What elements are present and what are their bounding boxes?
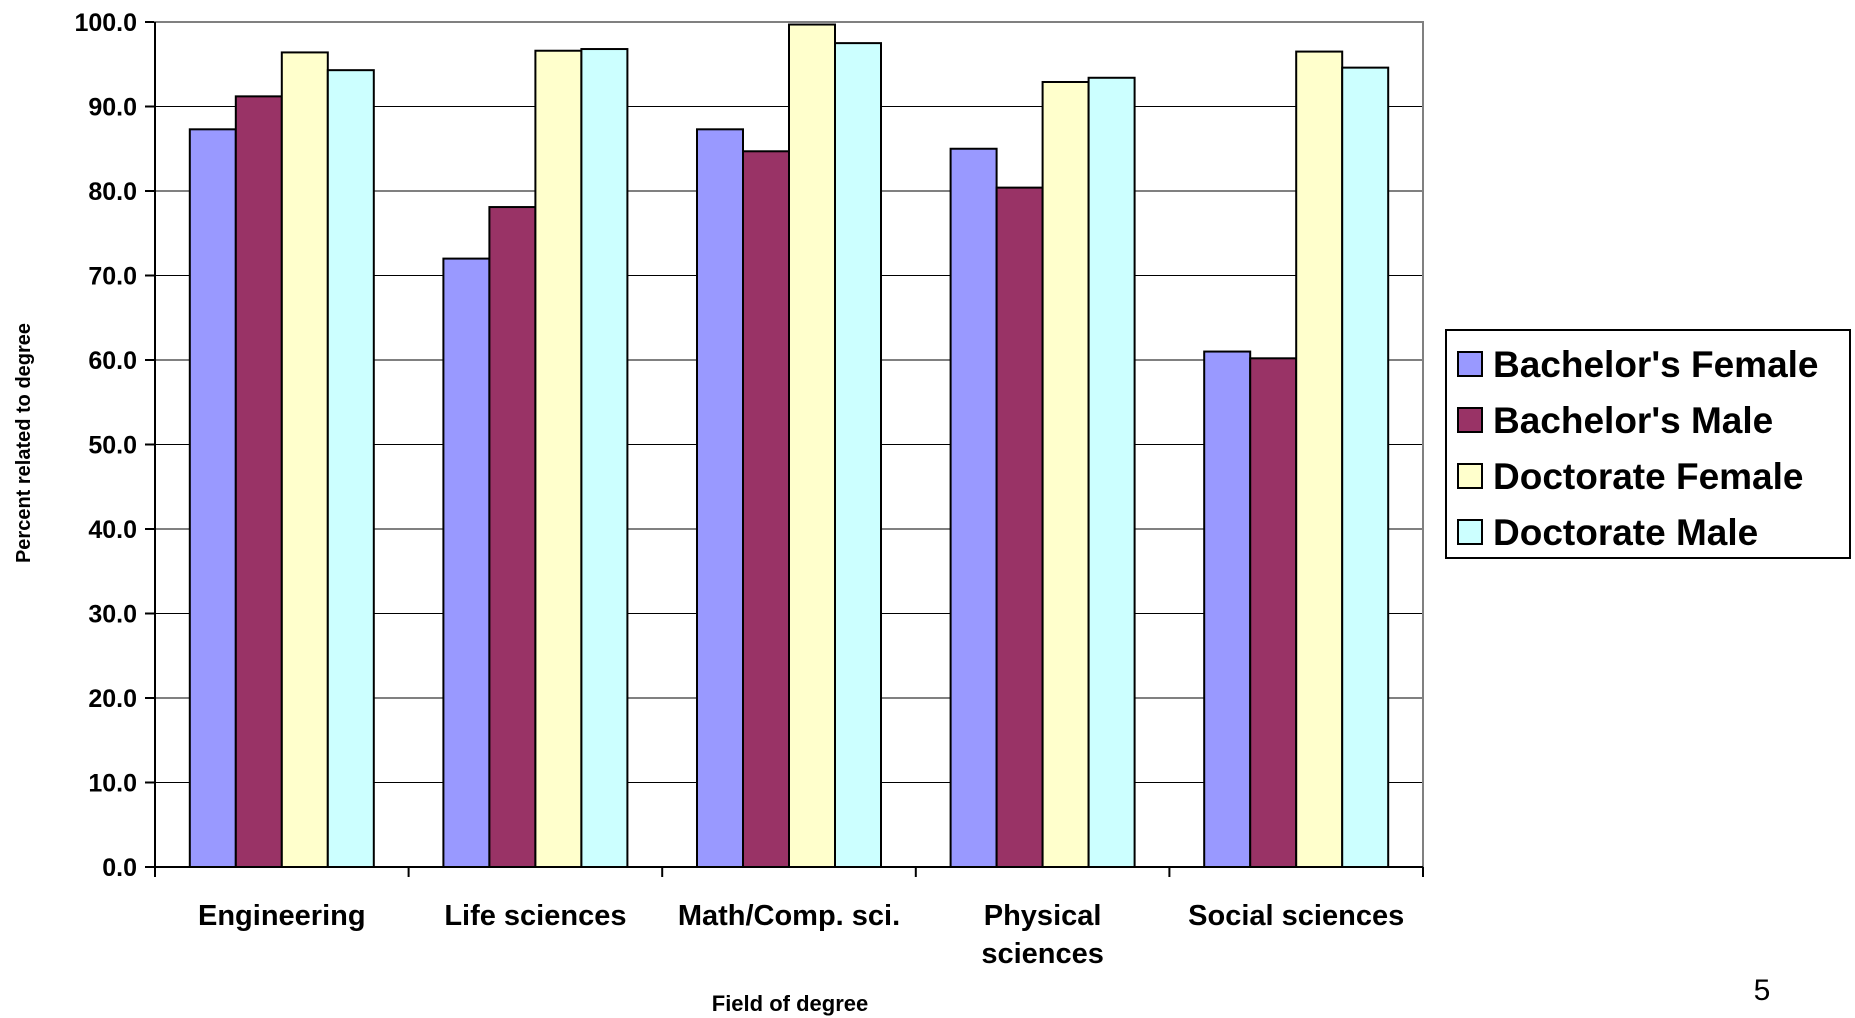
legend: Bachelor's Female Bachelor's Male Doctorat… bbox=[1445, 329, 1851, 559]
legend-swatch bbox=[1457, 351, 1483, 377]
x-axis-title: Field of degree bbox=[712, 991, 868, 1016]
x-axis-category-labels: Engineering Life sciences Math/Comp. sci. P… bbox=[198, 900, 1404, 970]
bar-doctorate-female-0 bbox=[280, 51, 329, 869]
y-tick-label: 10.0 bbox=[88, 770, 137, 798]
bar-doctorate-female-2 bbox=[788, 23, 836, 869]
bar-doctorate-female-4 bbox=[1295, 50, 1344, 868]
y-tick-label: 100.0 bbox=[74, 9, 137, 37]
bar-doctorate-male-1 bbox=[580, 48, 629, 869]
y-tick-label: 50.0 bbox=[88, 432, 137, 460]
bar-bachelor-s-female-0 bbox=[188, 128, 237, 868]
bar-bachelor-s-male-4 bbox=[1249, 357, 1298, 868]
y-tick-label: 70.0 bbox=[88, 263, 137, 291]
x-category-label: sciences bbox=[981, 938, 1104, 970]
y-tick-label: 40.0 bbox=[88, 516, 137, 544]
y-axis-ticks: 0.0 10.0 20.0 30.0 40.0 50.0 60.0 70.0 80.0 90.0 1… bbox=[74, 9, 155, 882]
y-tick-label: 20.0 bbox=[88, 685, 137, 713]
bar-bachelor-s-male-2 bbox=[742, 150, 790, 869]
y-tick-label: 90.0 bbox=[88, 94, 137, 122]
legend-swatch bbox=[1457, 407, 1483, 433]
page-number: 5 bbox=[1754, 974, 1771, 1007]
bar-bachelor-s-female-1 bbox=[442, 257, 491, 869]
x-category-label: Engineering bbox=[198, 900, 366, 932]
y-tick-label: 30.0 bbox=[88, 601, 137, 629]
legend-label: Bachelor's Male bbox=[1493, 400, 1773, 441]
x-category-label: Math/Comp. sci. bbox=[678, 900, 900, 932]
bar-doctorate-male-2 bbox=[834, 42, 882, 868]
bar-bachelor-s-female-4 bbox=[1203, 350, 1252, 868]
legend-label: Doctorate Female bbox=[1493, 456, 1804, 497]
bar-doctorate-male-4 bbox=[1341, 66, 1390, 868]
bar-bachelor-s-female-2 bbox=[696, 128, 744, 868]
legend-label: Doctorate Male bbox=[1493, 512, 1758, 553]
bar-bachelor-s-male-1 bbox=[488, 206, 537, 868]
bar-bachelor-s-male-3 bbox=[995, 186, 1044, 868]
y-tick-label: 80.0 bbox=[88, 178, 137, 206]
bar-bachelor-s-female-3 bbox=[949, 147, 998, 868]
y-tick-label: 0.0 bbox=[102, 854, 137, 882]
legend-box bbox=[1445, 329, 1851, 559]
bar-doctorate-female-3 bbox=[1041, 80, 1090, 869]
x-axis-ticks bbox=[154, 867, 1424, 877]
y-tick-label: 60.0 bbox=[88, 347, 137, 375]
x-category-label: Physical bbox=[984, 900, 1102, 932]
bar-doctorate-male-3 bbox=[1087, 76, 1136, 868]
legend-swatch bbox=[1457, 463, 1483, 489]
y-axis-title: Percent related to degree bbox=[13, 323, 35, 563]
x-category-label: Life sciences bbox=[444, 900, 626, 932]
legend-swatch bbox=[1457, 519, 1483, 545]
legend-label: Bachelor's Female bbox=[1493, 344, 1819, 385]
bar-doctorate-female-1 bbox=[534, 49, 583, 869]
bars bbox=[188, 23, 1390, 869]
bar-bachelor-s-male-0 bbox=[234, 95, 283, 869]
bar-doctorate-male-0 bbox=[326, 69, 375, 869]
x-category-label: Social sciences bbox=[1188, 900, 1404, 932]
